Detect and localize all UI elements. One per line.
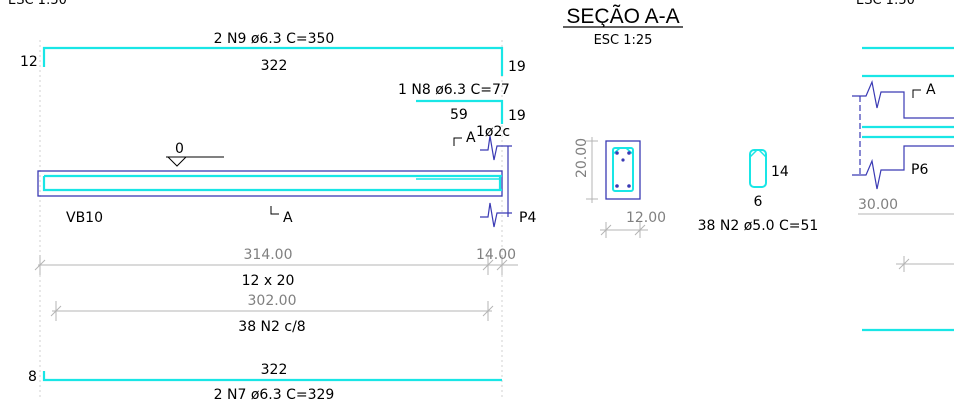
partial-scale-left: ESC 1:50 xyxy=(8,0,67,8)
stirrup-label: 38 N2 ø5.0 C=51 xyxy=(698,218,819,234)
dim-span-value: 314.00 xyxy=(244,247,293,263)
section-bar-tl xyxy=(615,151,619,155)
beam-name: VB10 xyxy=(66,210,103,226)
section-cut-bottom: A xyxy=(270,206,293,226)
dim-stirrup-spacing: 38 N2 c/8 xyxy=(238,319,305,335)
section-mark-top: A xyxy=(466,130,476,146)
section-outline xyxy=(605,140,641,200)
bar-n8: 1 N8 ø6.3 C=77 59 19 xyxy=(398,82,526,124)
support-label: P4 xyxy=(519,210,536,226)
section-bar-tr xyxy=(627,151,631,155)
right-partial-view: A P6 30.00 xyxy=(852,46,954,332)
stirrup-detail xyxy=(749,149,767,188)
dim-support-value: 14.00 xyxy=(476,247,516,263)
section-cut-top: A xyxy=(453,130,476,146)
bar-n7: 322 8 2 N7 ø6.3 C=329 xyxy=(28,362,502,403)
section-scale: ESC 1:25 xyxy=(594,33,653,48)
section-a-a: SEÇÃO A-A ESC 1:25 20.00 12.00 14 6 38 N… xyxy=(563,4,818,238)
section-bar-bl xyxy=(615,184,619,188)
section-height: 20.00 xyxy=(574,138,590,178)
bar-n9: 2 N9 ø6.3 C=350 322 12 19 xyxy=(20,31,526,76)
stirrup-height: 14 xyxy=(771,164,789,180)
hook-note: 1ø2c xyxy=(476,124,510,140)
dim-section-size: 12 x 20 xyxy=(242,273,295,289)
right-section-mark: A xyxy=(926,82,936,98)
beam-elevation: 0 A A 1ø2c P4 VB10 xyxy=(37,124,536,228)
bar-n9-hook-left: 12 xyxy=(20,54,38,70)
dim-stirrup-run: 302.00 xyxy=(248,293,297,309)
bar-n9-hook-right: 19 xyxy=(508,59,526,75)
bar-n9-label: 2 N9 ø6.3 C=350 xyxy=(214,31,335,47)
beam-outline xyxy=(37,170,503,197)
bar-n8-length: 59 xyxy=(450,107,468,123)
bar-n9-length: 322 xyxy=(261,58,288,74)
section-width: 12.00 xyxy=(626,210,666,226)
section-bar-br xyxy=(627,184,631,188)
section-stirrup xyxy=(612,147,634,192)
bar-n7-label: 2 N7 ø6.3 C=329 xyxy=(214,387,335,403)
break-line-top xyxy=(480,135,512,161)
dimension-span: 314.00 14.00 12 x 20 xyxy=(34,247,518,289)
right-support-label: P6 xyxy=(911,162,928,178)
right-dimension: 30.00 xyxy=(858,197,898,213)
section-title: SEÇÃO A-A xyxy=(566,4,679,28)
right-break-top xyxy=(852,79,954,119)
level-value: 0 xyxy=(175,141,184,157)
bar-n7-length: 322 xyxy=(261,362,288,378)
bar-n7-hook-left: 8 xyxy=(28,369,37,385)
bar-n8-label: 1 N8 ø6.3 C=77 xyxy=(398,82,510,98)
break-line-bottom xyxy=(480,202,512,228)
bar-n8-hook-right: 19 xyxy=(508,108,526,124)
dimension-stirrups: 302.00 38 N2 c/8 xyxy=(50,293,494,335)
section-bar-mid xyxy=(621,158,625,162)
level-marker: 0 xyxy=(166,141,224,167)
stirrup-width: 6 xyxy=(754,194,763,210)
section-mark-bottom: A xyxy=(283,210,293,226)
partial-scale-right: ESC 1:50 xyxy=(856,0,915,8)
beam-bottom-rebar xyxy=(42,176,502,192)
right-break-bottom xyxy=(852,145,954,190)
